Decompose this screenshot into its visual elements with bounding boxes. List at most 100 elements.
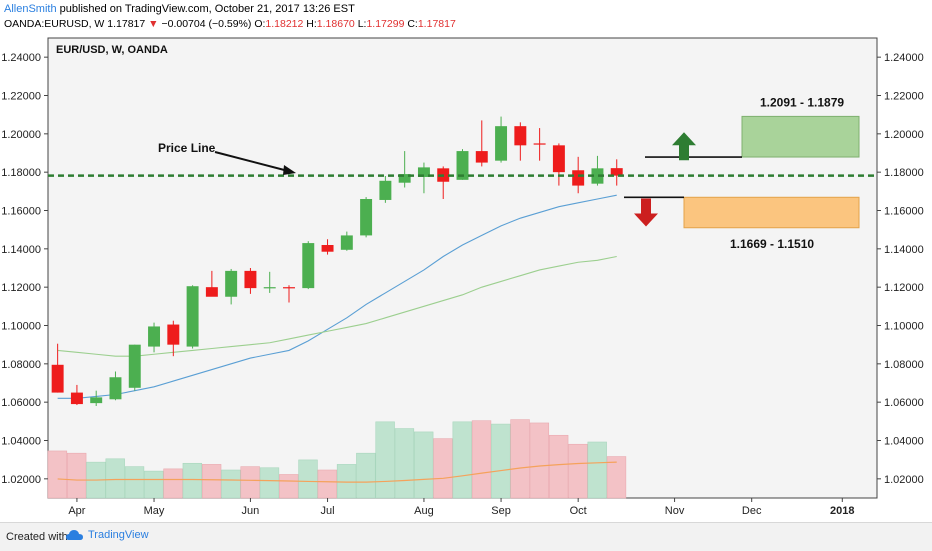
candle-body [360,199,373,236]
volume-bar [356,452,376,499]
candle-body [340,235,353,250]
y-tick-label-left: 1.20000 [1,129,41,141]
volume-bar [568,443,588,499]
author-link[interactable]: AllenSmith [4,3,57,15]
candle-body [90,397,103,404]
candle-body [244,270,257,289]
candle-body [552,145,565,173]
volume-ma-line [57,461,617,483]
volume-bar [47,450,68,499]
upper-target-label: 1.2091 - 1.1879 [760,95,844,109]
candle-body [417,167,430,177]
annotations: Price Line 1.2091 - 1.1879 1.1669 - 1.1510 [48,95,877,251]
price-chart[interactable]: Price Line 1.2091 - 1.1879 1.1669 - 1.1510… [0,34,932,522]
price-line-pointer [214,151,293,173]
volume-bar [182,462,203,499]
low-label: L: [357,18,367,30]
y-tick-label-left: 1.10000 [1,321,41,333]
close-value: 1.17817 [417,18,456,30]
candle-body [321,245,334,252]
change-value: −0.00704 (−0.59%) [161,18,252,30]
volume-bar [221,469,241,499]
candle [283,285,295,303]
y-tick-label-right: 1.16000 [884,206,924,218]
candle-body [263,287,276,289]
volume-bar [298,459,318,499]
y-tick-label-right: 1.20000 [884,129,924,141]
candle-body [456,151,469,180]
price-axis[interactable]: 1.24000 1.24000 1.22000 1.22000 1.20000 1.200… [1,52,924,486]
high-label: H: [306,18,317,30]
candle [475,120,488,167]
tradingview-label: TradingView [88,529,149,541]
x-tick-label: May [144,505,165,517]
volume-bar [336,464,357,499]
volume-bar [163,468,183,499]
candle [340,231,353,251]
candle [495,116,508,163]
candle [321,239,334,255]
volume-bar [510,419,530,499]
lower-target-zone [683,196,860,229]
open-label: O: [254,18,266,30]
candle-body [51,364,64,393]
candle-body [379,180,392,200]
volume-bar [529,422,550,499]
candle-body [610,168,623,176]
candle-body [475,151,488,163]
y-tick-label-right: 1.06000 [884,397,924,409]
y-tick-label-right: 1.18000 [884,167,924,179]
candle-body [128,344,141,388]
moving-average-fast [57,194,617,399]
candle [302,241,315,290]
close-label: C: [407,18,418,30]
x-tick-label: Apr [68,505,85,517]
volume-bar [452,421,472,499]
chart-frame [47,37,878,499]
footer-bar: Created with TradingView [0,522,932,551]
volume-bar [414,431,434,499]
candle-body [533,143,546,145]
candle-body [109,377,122,400]
candle [109,371,122,401]
volume-bar [66,452,87,499]
x-tick-label: Jul [321,505,335,517]
y-tick-label-left: 1.04000 [1,436,41,448]
candle-body [167,324,180,345]
y-tick-label-left: 1.24000 [1,52,41,64]
volume-bar [491,423,511,499]
candle [379,176,392,203]
moving-average-slow [57,255,617,357]
candle [167,320,180,357]
lower-target-label: 1.1669 - 1.1510 [730,237,814,251]
time-axis[interactable]: Apr May Jun Jul Aug Sep Oct Nov Dec 2018 [68,498,855,517]
last-price: 1.17817 [107,18,146,30]
candle [70,384,83,406]
candle [552,143,565,186]
candle [186,285,199,349]
volume-bar [201,464,222,499]
volume-bar [587,441,607,499]
volume-bar [144,470,164,499]
y-tick-label-left: 1.14000 [1,244,41,256]
x-tick-label: Jun [242,505,260,517]
x-tick-label: Aug [414,505,434,517]
volume-bar [548,434,569,499]
tradingview-brand[interactable]: TradingView [66,529,149,541]
high-value: 1.18670 [316,18,355,30]
moving-averages [57,194,617,399]
candle [514,122,527,161]
candle-body [186,286,199,347]
y-tick-label-left: 1.06000 [1,397,41,409]
published-text: published on TradingView.com, October 21… [59,3,355,15]
volume-bar [375,421,395,499]
y-tick-label-right: 1.08000 [884,359,924,371]
candlesticks [51,116,623,406]
x-tick-label: Nov [665,505,685,517]
candle-body [514,126,527,146]
volume-moving-average [57,461,617,483]
candle-body [572,170,585,186]
x-tick-label: Dec [742,505,762,517]
candle-body [148,326,161,347]
volume-bar [105,458,125,499]
